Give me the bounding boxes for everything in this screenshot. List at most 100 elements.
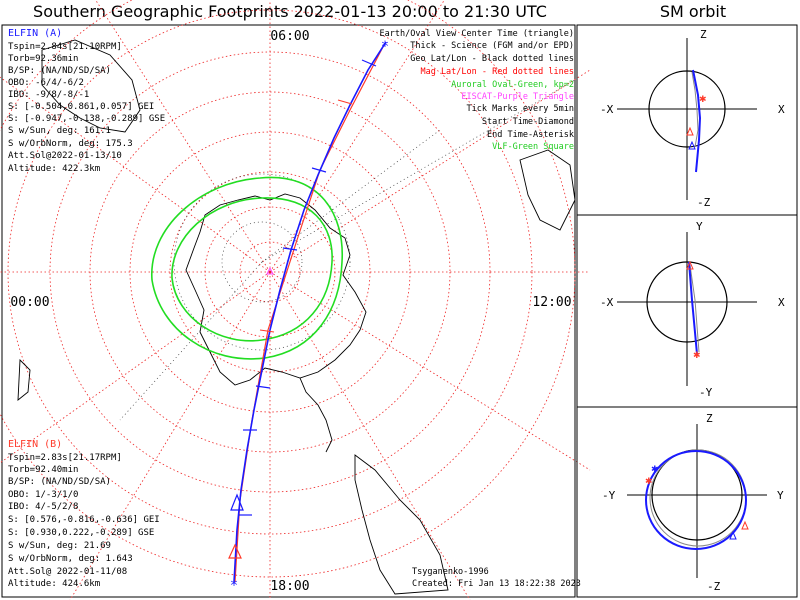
elfin-a-line: B/SP: (NA/ND/SD/SA) — [8, 66, 111, 76]
map-frame — [1, 24, 576, 598]
orbit-trace-a — [692, 69, 702, 173]
clock-left: 00:00 — [10, 295, 49, 310]
antarctica-coastline — [185, 193, 367, 386]
sm-label-left: -X — [600, 296, 614, 309]
sm-panel-xy: ✱ Y -Y -X X — [576, 214, 798, 408]
peninsula-coastline — [299, 377, 333, 453]
africa-coastline — [519, 149, 576, 231]
elfin-b-line: IBO: 4/-5/2/8 — [8, 502, 78, 512]
legend-item: Earth/Oval View Center Time (triangle) — [380, 29, 574, 39]
elfin-a-track — [233, 41, 387, 583]
sm-label-right: X — [778, 296, 785, 309]
orbit-trace-a — [645, 450, 747, 550]
sm-orbit-panels: ✱ Z -Z -X X ✱ Y -Y -X X — [576, 24, 798, 598]
legend-item: Start Time-Diamond — [482, 117, 574, 127]
sm-panel-frame — [576, 406, 798, 598]
elfin-b-info: ELFIN (B) Tspin=2.83s[21.17RPM] Torb=92.… — [8, 439, 160, 589]
elfin-b-line: S: [0.576,-0.816,-0.636] GEI — [8, 515, 160, 525]
sm-label-top: Z — [706, 412, 713, 425]
elfin-a-heading: ELFIN (A) — [8, 28, 62, 39]
credit-author: Tsyganenko-1996 — [412, 567, 489, 577]
triangle-a — [729, 530, 737, 540]
orbit-trace-a — [688, 261, 698, 355]
clock-labels: 06:00 00:00 12:00 18:00 — [10, 29, 571, 594]
sm-label-bottom: -Z — [697, 196, 711, 209]
marker-a: ✱ — [651, 465, 659, 475]
legend-item: Tick Marks every 5min — [467, 104, 574, 114]
elfin-a-line: Altitude: 422.3km — [8, 164, 100, 174]
marker-b: ✱ — [645, 477, 653, 487]
eiscat-triangle — [266, 266, 274, 275]
track-ticks-b — [259, 99, 353, 333]
marker-b: ✱ — [699, 95, 707, 105]
orbit-trace-gray — [691, 71, 699, 148]
legend-item: VLF-Green Square — [492, 142, 574, 152]
legend-item: EISCAT-Purple Triangle — [461, 92, 574, 102]
sm-label-right: X — [778, 103, 785, 116]
start-asterisk: * — [231, 578, 238, 594]
triangle-b — [686, 260, 694, 270]
new-zealand-coastline — [17, 358, 31, 401]
elfin-b-line: Att.Sol@ 2022-01-11/08 — [8, 567, 127, 577]
credit-created: Created: Fri Jan 13 18:22:38 2023 — [412, 579, 581, 589]
credits: Tsyganenko-1996 Created: Fri Jan 13 18:2… — [412, 567, 581, 589]
elfin-a-line: S w/OrbNorm, deg: 175.3 — [8, 139, 133, 149]
sm-panel-xz: ✱ Z -Z -X X — [576, 24, 798, 216]
sm-label-bottom: -Z — [707, 580, 721, 593]
sm-label-left: -Y — [602, 489, 616, 502]
sm-label-bottom: -Y — [699, 386, 713, 399]
elfin-a-info: ELFIN (A) Tspin=2.84s[21.10RPM] Torb=92.… — [8, 28, 165, 174]
triangle-a — [688, 140, 696, 150]
sm-label-top: Z — [700, 28, 707, 41]
marker-b: ✱ — [693, 351, 701, 361]
elfin-b-line: B/SP: (NA/ND/SD/SA) — [8, 477, 111, 487]
elfin-b-line: Tspin=2.83s[21.17RPM] — [8, 453, 122, 463]
track-ticks — [238, 59, 377, 516]
elfin-a-line: Att.Sol@2022-01-13/10 — [8, 151, 122, 161]
elfin-b-track — [234, 44, 385, 583]
elfin-b-line: S w/Sun, deg: 21.69 — [8, 541, 111, 551]
sm-title: SM orbit — [660, 2, 726, 21]
legend-item: Auroral Oval-Green, kp=2 — [451, 80, 574, 90]
legend-item: Geo Lat/Lon - Black dotted lines — [410, 54, 574, 64]
elfin-b-line: Torb=92.40min — [8, 465, 78, 475]
legend-item: End Time-Asterisk — [487, 130, 574, 140]
elfin-b-line: OBO: 1/-3/1/0 — [8, 490, 78, 500]
legend: Earth/Oval View Center Time (triangle) T… — [380, 29, 574, 152]
view-center-triangle-b — [228, 543, 242, 559]
australia-coastline — [41, 39, 141, 133]
elfin-a-line: OBO: -6/4/-6/2 — [8, 78, 84, 88]
elfin-a-line: S: [-0.504,0.861,0.057] GEI — [8, 102, 154, 112]
auroral-ovals — [151, 176, 343, 360]
earth-circle — [646, 261, 728, 343]
earth-circle — [648, 70, 726, 148]
elfin-b-heading: ELFIN (B) — [8, 439, 62, 450]
triangle-b — [686, 126, 694, 136]
elfin-a-line: Tspin=2.84s[21.10RPM] — [8, 42, 122, 52]
elfin-a-line: IBO: -9/8/-8/-1 — [8, 90, 89, 100]
sm-label-top: Y — [696, 220, 703, 233]
polar-map: * * 06:00 00:00 12:00 18:00 — [0, 0, 591, 600]
clock-bottom: 18:00 — [270, 579, 309, 594]
sm-panel-yz: ✱ ✱ Z -Z -Y Y — [576, 406, 798, 598]
elfin-a-line: S: [-0.947,-0.138,-0.289] GSE — [8, 114, 165, 124]
elfin-a-line: Torb=92.36min — [8, 54, 78, 64]
elfin-b-line: Altitude: 424.6km — [8, 579, 100, 589]
legend-item: Thick - Science (FGM and/or EPD) — [410, 41, 574, 51]
main-title: Southern Geographic Footprints 2022-01-1… — [33, 2, 547, 21]
elfin-b-line: S: [0.930,0.222,-0.289] GSE — [8, 528, 154, 538]
mag-lon-lines — [0, 0, 591, 600]
clock-top: 06:00 — [270, 29, 309, 44]
elfin-a-line: S w/Sun, deg: 161.1 — [8, 126, 111, 136]
legend-item: Mag Lat/Lon - Red dotted lines — [420, 67, 574, 77]
south-america-coastline — [354, 454, 449, 595]
sm-label-left: -X — [600, 103, 614, 116]
end-asterisk: * — [382, 39, 389, 55]
triangle-b — [741, 520, 749, 530]
orbit-trace-gray — [689, 264, 700, 353]
sm-label-right: Y — [777, 489, 784, 502]
view-center-triangle-a — [230, 493, 244, 511]
clock-right: 12:00 — [532, 295, 571, 310]
elfin-b-line: S w/OrbNorm, deg: 1.643 — [8, 554, 133, 564]
